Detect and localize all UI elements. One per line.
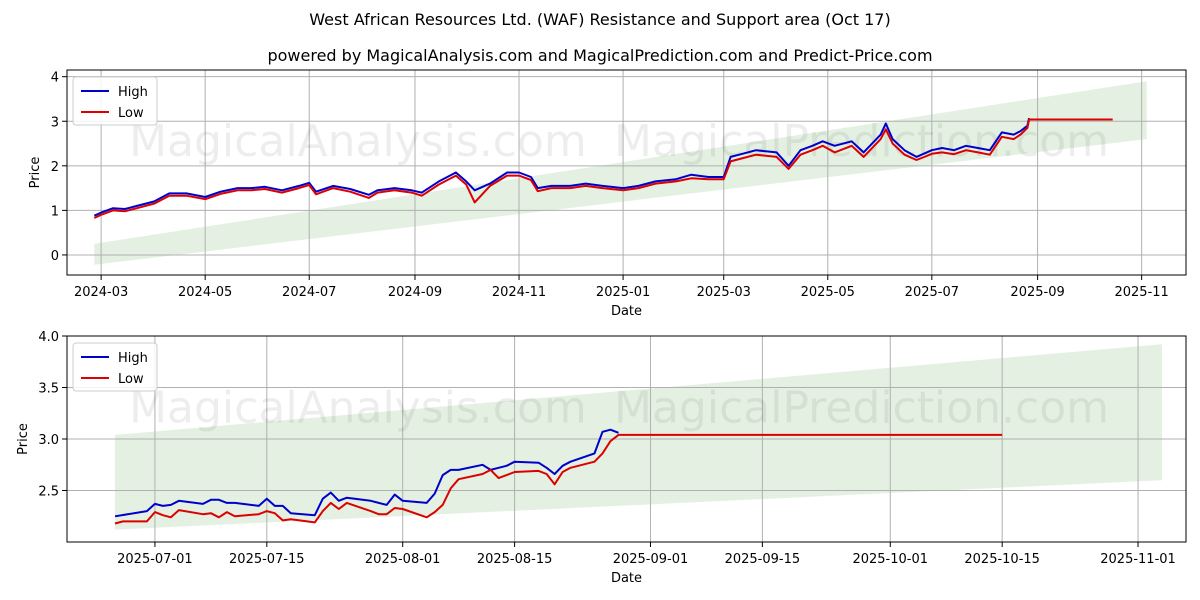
chart-subtitle: powered by MagicalAnalysis.com and Magic… [267, 46, 933, 65]
legend: High Low [72, 76, 158, 126]
x-tick-label: 2024-11 [492, 285, 546, 300]
y-tick-label: 2 [51, 160, 59, 175]
y-tick-label: 0 [51, 249, 59, 264]
chart-panel-1: MagicalAnalysis.com MagicalPrediction.com… [28, 69, 1187, 319]
support-resistance-band [94, 81, 1147, 265]
x-tick-label: 2025-07-15 [229, 552, 305, 567]
chart-title: West African Resources Ltd. (WAF) Resist… [309, 10, 891, 29]
y-tick-label: 3 [51, 115, 59, 130]
x-tick-label: 2024-05 [178, 285, 232, 300]
x-tick-label: 2025-11 [1114, 285, 1168, 300]
series-line-high [93, 117, 1031, 217]
y-axis-label: Price [16, 423, 31, 455]
x-tick-label: 2024-07 [282, 285, 336, 300]
series-line-high [114, 428, 619, 518]
x-tick-label: 2024-03 [74, 285, 128, 300]
x-tick-label: 2025-09-15 [725, 552, 801, 567]
legend-label-low: Low [118, 372, 144, 387]
y-tick-label: 4.0 [38, 330, 59, 345]
watermark-text: MagicalPrediction.com [614, 383, 1109, 434]
x-tick-label: 2025-09 [1010, 285, 1064, 300]
watermark-text: MagicalAnalysis.com [129, 116, 587, 167]
legend-label-high: High [118, 85, 148, 100]
watermark-text: MagicalPrediction.com [614, 116, 1109, 167]
y-tick-label: 1 [51, 204, 59, 219]
series-line-low [93, 118, 1113, 219]
x-tick-label: 2025-08-15 [477, 552, 553, 567]
plot-frame [66, 69, 1187, 276]
x-tick-label: 2025-07-01 [117, 552, 193, 567]
watermark-text: MagicalAnalysis.com [129, 383, 587, 434]
support-resistance-band [114, 344, 1163, 530]
x-tick-label: 2025-11-01 [1100, 552, 1176, 567]
x-axis-label: Date [611, 571, 642, 586]
x-tick-label: 2025-10-15 [964, 552, 1040, 567]
y-tick-label: 4 [51, 71, 59, 86]
y-tick-label: 3.5 [38, 382, 59, 397]
chart-panel-2: MagicalAnalysis.com MagicalPrediction.com… [16, 330, 1187, 586]
x-tick-label: 2025-09-01 [613, 552, 689, 567]
x-tick-label: 2025-10-01 [852, 552, 928, 567]
legend-label-low: Low [118, 106, 144, 121]
x-tick-label: 2025-07 [905, 285, 959, 300]
series-line-low [114, 433, 1003, 525]
y-axis-label: Price [28, 157, 43, 189]
legend: High Low [72, 342, 158, 392]
x-tick-label: 2025-05 [801, 285, 855, 300]
legend-label-high: High [118, 351, 148, 366]
x-tick-label: 2025-01 [596, 285, 650, 300]
x-axis-label: Date [611, 304, 642, 319]
x-tick-label: 2024-09 [388, 285, 442, 300]
x-tick-label: 2025-03 [697, 285, 751, 300]
x-tick-label: 2025-08-01 [365, 552, 441, 567]
y-tick-label: 3.0 [38, 433, 59, 448]
y-tick-label: 2.5 [38, 485, 59, 500]
